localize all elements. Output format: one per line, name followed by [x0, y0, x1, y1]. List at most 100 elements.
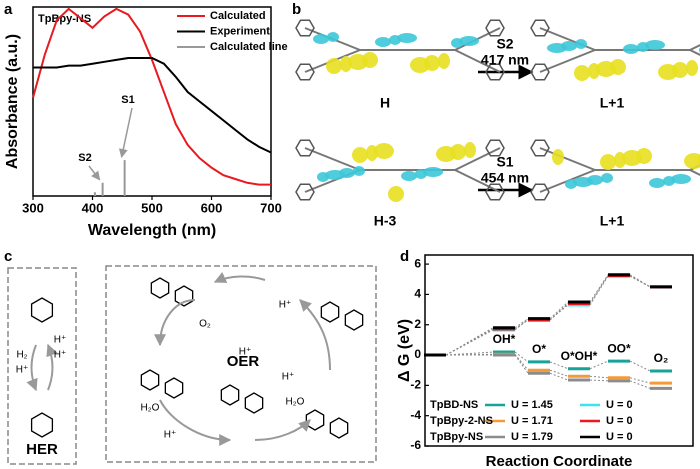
legend-label: Calculated: [210, 10, 266, 22]
connector: [629, 275, 651, 288]
panel-letter: a: [4, 1, 13, 18]
step-label: OH*: [493, 332, 516, 346]
connector: [589, 379, 609, 382]
annotation: TpBpy-NS: [38, 13, 91, 25]
panel-letter: c: [4, 248, 12, 265]
orbital-lobe: [375, 37, 391, 47]
connector: [589, 275, 609, 306]
species-label: H⁺: [54, 350, 67, 361]
species-label: H⁺: [16, 365, 29, 376]
ring: [485, 183, 505, 201]
connector: [514, 354, 529, 374]
step-label: OO*: [607, 341, 631, 355]
legend-group: TpBpy-2-NS: [430, 415, 493, 427]
ring: [164, 377, 184, 399]
orbital-lobe: [552, 149, 564, 165]
ring: [530, 19, 550, 37]
connector: [549, 372, 569, 381]
step-label: O*OH*: [561, 349, 598, 363]
orbital-lobe: [374, 143, 394, 159]
bond: [454, 49, 501, 73]
legend-label: U = 1.79: [511, 431, 553, 443]
connector: [629, 377, 651, 384]
orbital-lobe: [389, 35, 401, 45]
orbital-lobe: [410, 57, 430, 73]
orbital-lobe: [565, 179, 577, 189]
panel-letter: b: [292, 1, 301, 18]
connector: [629, 360, 651, 372]
orbital-lobe: [575, 39, 587, 49]
species-label: H₂O: [141, 403, 160, 414]
orbital-label: L+1: [600, 95, 625, 111]
molecule: [295, 19, 505, 81]
orbital-lobe: [353, 166, 365, 176]
state-label: S1: [496, 154, 513, 170]
legend-label: U = 1.71: [511, 415, 553, 427]
bond: [454, 169, 501, 193]
y-tick-label: -4: [410, 408, 421, 422]
legend-label: U = 1.45: [511, 399, 553, 411]
legend-group: TpBpy-NS: [430, 431, 483, 443]
orbital-lobe: [574, 65, 590, 81]
connector: [589, 274, 609, 303]
x-tick-label: 300: [22, 200, 44, 215]
species-label: H⁺: [54, 335, 67, 346]
orbital-lobe: [348, 54, 368, 70]
species-label: H₂O: [286, 397, 305, 408]
orbital-lobe: [649, 178, 665, 188]
orbital-lobe: [601, 173, 613, 183]
legend-label: U = 0: [606, 399, 633, 411]
orbital-lobe: [547, 43, 567, 53]
orbital-lobe: [663, 176, 675, 186]
step-label: O₂: [654, 351, 669, 365]
legend-label: U = 0: [606, 415, 633, 427]
connector: [514, 351, 529, 363]
oer-box: [105, 265, 377, 463]
ring: [174, 285, 194, 307]
bond: [539, 49, 596, 73]
orbital-lobe: [637, 42, 649, 52]
ring: [530, 183, 550, 201]
connector: [445, 327, 494, 356]
stick-label: S1: [121, 94, 134, 106]
orbital-lobe: [600, 154, 616, 170]
orbital-lobe: [313, 34, 329, 44]
connector: [629, 274, 651, 288]
connector: [514, 319, 529, 330]
ring: [485, 63, 505, 81]
ring: [305, 409, 325, 431]
ring: [485, 139, 505, 157]
step-label: O*: [532, 342, 546, 356]
ring: [329, 417, 349, 439]
legend-group: TpBD-NS: [430, 399, 478, 411]
connector: [589, 275, 609, 304]
stick-arrow: [88, 165, 101, 181]
x-axis-title: Reaction Coordinate: [486, 453, 633, 469]
orbital-lobe: [397, 33, 417, 43]
connector: [629, 275, 651, 288]
orbital-lobe: [573, 177, 593, 187]
connector: [589, 360, 609, 370]
plot-frame: [424, 254, 694, 447]
orbital-lobe: [596, 61, 616, 77]
x-tick-label: 700: [260, 200, 282, 215]
orbital-lobe: [366, 145, 378, 161]
bond: [304, 147, 361, 171]
orbital-lobe: [459, 36, 479, 46]
connector: [445, 329, 494, 356]
orbital-lobe: [623, 44, 639, 54]
x-tick-label: 600: [201, 200, 223, 215]
x-tick-label: 400: [82, 200, 104, 215]
x-axis-title: Wavelength (nm): [88, 222, 216, 239]
connector: [514, 318, 529, 329]
ring: [295, 19, 315, 37]
x-tick-label: 500: [141, 200, 163, 215]
ring: [220, 384, 240, 406]
species-label: O₂: [199, 319, 211, 330]
reaction-arrow: [26, 344, 38, 392]
orbital-lobe: [614, 152, 626, 168]
orbital-lobe: [438, 53, 450, 69]
species-label: H⁺: [164, 430, 177, 441]
